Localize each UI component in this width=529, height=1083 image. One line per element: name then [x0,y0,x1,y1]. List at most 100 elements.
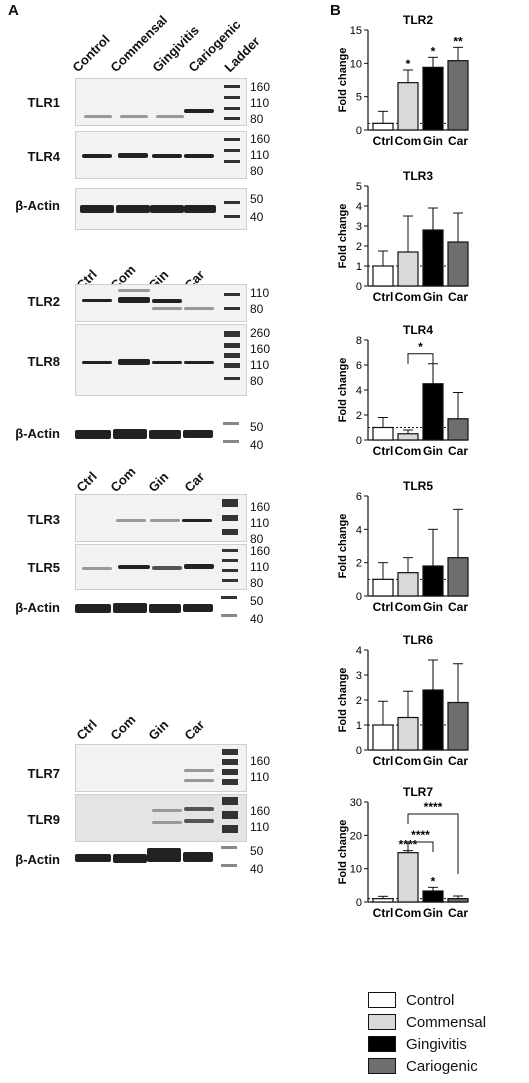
blot-image [75,744,247,792]
lane-label: Car [181,469,208,495]
blot-group-3: Ctrl Com Gin Car TLR3 160 110 80 TLR5 16… [0,460,300,680]
x-tick-label: Car [448,600,468,614]
mw-marker: 110 [250,560,270,574]
blot-image [75,494,247,542]
bar [397,716,419,751]
mw-marker: 160 [250,754,271,768]
bar [372,122,394,131]
legend-label: Commensal [406,1013,487,1031]
bracket-label: **** [424,800,443,814]
blot-name: TLR3 [27,512,61,527]
lane-label: Car [181,717,208,743]
lane-label: Gin [145,717,172,743]
y-tick-label: 2 [356,410,362,422]
bar [397,852,419,903]
bar [447,701,469,751]
blot-name: β-Actin [15,852,60,867]
blot-group-1: Control Commensal Gingivitis Cariogenic … [0,0,300,240]
legend-label: Cariogenic [406,1057,478,1075]
bar [397,82,419,131]
x-tick-label: Com [395,754,422,768]
x-tick-label: Car [448,754,468,768]
mw-marker: 160 [250,80,271,94]
bar [422,689,444,751]
bar [372,724,394,751]
y-tick-label: 1 [356,261,362,273]
bar [447,241,469,287]
lane-label: Ctrl [73,468,100,495]
bar [447,418,469,441]
x-tick-label: Com [395,290,422,304]
blot-image [75,418,245,454]
blot-group-2: Ctrl Com Gin Car TLR2 110 80 TLR8 260 16… [0,240,300,460]
bar [422,565,444,597]
x-tick-label: Ctrl [373,290,394,304]
bar [422,66,444,131]
chart-title: TLR5 [403,479,433,493]
mw-marker: 50 [250,420,264,434]
x-tick-label: Car [448,290,468,304]
mw-marker: 160 [250,342,271,356]
y-tick-label: 6 [356,491,362,503]
legend-item-cariogenic: Cariogenic [368,1056,478,1076]
x-tick-label: Com [395,906,422,920]
y-tick-label: 0 [356,435,362,447]
mw-marker: 160 [250,500,271,514]
y-tick-label: 4 [356,524,362,536]
y-axis-label: Fold change [337,48,349,113]
y-tick-label: 0 [356,281,362,293]
chart-title: TLR7 [403,785,433,799]
mw-marker: 80 [250,164,264,178]
legend-swatch [368,992,396,1008]
mw-marker: 80 [250,302,264,316]
mw-marker: 110 [250,148,270,162]
mw-marker: 110 [250,770,270,784]
x-tick-label: Gin [423,290,443,304]
x-tick-label: Gin [423,754,443,768]
blot-image [75,284,247,322]
significance-label: * [431,44,436,58]
bar [422,890,444,903]
x-tick-label: Car [448,906,468,920]
y-tick-label: 0 [356,745,362,757]
y-tick-label: 5 [356,181,362,193]
legend-label: Control [406,991,455,1009]
significance-label: * [431,874,436,888]
y-axis-label: Fold change [337,820,349,885]
x-tick-label: Com [395,600,422,614]
legend-swatch [368,1058,396,1074]
blot-image [75,78,247,126]
blot-image [75,188,247,230]
blot-image [75,324,247,396]
bar [447,557,469,597]
legend: Control Commensal Gingivitis Cariogenic [368,990,528,1080]
mw-marker: 110 [250,96,270,110]
legend-item-commensal: Commensal [368,1012,486,1032]
blot-name: β-Actin [15,426,60,441]
blot-name: β-Actin [15,600,60,615]
mw-marker: 50 [250,192,264,206]
mw-marker: 80 [250,532,264,546]
y-tick-label: 30 [350,797,362,809]
bar [372,426,394,441]
significance-label: * [406,57,411,71]
blot-image [75,844,245,878]
chart-tlr5: TLR5 0 2 4 6 Fold change Ctrl Com Gin Car [337,479,469,614]
mw-marker: 40 [250,438,264,452]
x-tick-label: Gin [423,134,443,148]
y-tick-label: 0 [356,125,362,137]
y-tick-label: 3 [356,221,362,233]
bar [422,383,444,441]
bracket-label: **** [411,828,430,842]
legend-item-control: Control [368,990,454,1010]
x-tick-label: Gin [423,906,443,920]
blot-name: TLR1 [27,95,61,110]
lane-label: Gin [145,469,172,495]
blot-name: TLR4 [27,149,61,164]
blot-image [75,131,247,179]
mw-marker: 260 [250,326,271,340]
lane-label: Ctrl [73,716,100,743]
blot-image [75,794,247,842]
bar [372,578,394,597]
